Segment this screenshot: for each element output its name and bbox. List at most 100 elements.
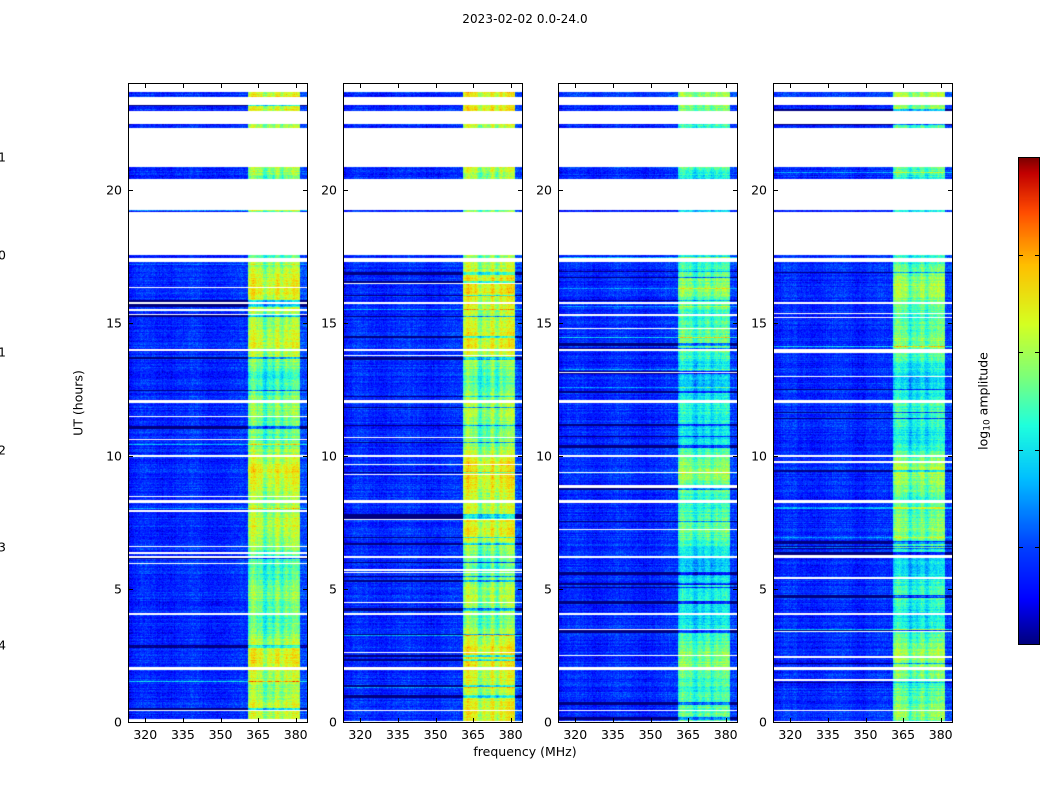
colorbar-tick-label: 1 xyxy=(0,149,6,165)
x-tick-mark xyxy=(145,718,146,722)
colorbar[interactable] xyxy=(1018,157,1040,645)
x-tick-label: 380 xyxy=(498,727,523,742)
y-tick-mark xyxy=(344,589,348,590)
x-tick-mark xyxy=(941,84,942,88)
y-tick-label: 15 xyxy=(106,315,122,331)
y-tick-mark xyxy=(344,456,348,457)
y-tick-label: 5 xyxy=(329,581,337,597)
y-tick-label: 15 xyxy=(751,315,767,331)
colorbar-tick-mark xyxy=(1035,547,1039,549)
x-tick-label: 335 xyxy=(600,727,625,742)
x-tick-mark xyxy=(790,84,791,88)
y-tick-label: 5 xyxy=(759,581,767,597)
y-tick-label: 0 xyxy=(114,714,122,730)
x-tick-mark xyxy=(903,718,904,722)
x-tick-mark xyxy=(183,84,184,88)
y-tick-mark xyxy=(518,456,522,457)
y-tick-mark xyxy=(774,722,778,723)
y-tick-label: 0 xyxy=(329,714,337,730)
x-tick-mark xyxy=(398,718,399,722)
x-tick-label: 380 xyxy=(928,727,953,742)
y-tick-mark xyxy=(559,722,563,723)
spectrum-panel-xy[interactable]: XY, V15*V17=EA28*EA21 xyxy=(558,83,738,723)
colorbar-label: log10 amplitude xyxy=(975,352,992,450)
x-tick-label: 380 xyxy=(283,727,308,742)
y-tick-mark xyxy=(733,589,737,590)
y-tick-mark xyxy=(948,323,952,324)
x-tick-mark xyxy=(145,84,146,88)
colorbar-tick-mark xyxy=(1035,449,1039,451)
x-tick-label: 365 xyxy=(891,727,916,742)
x-tick-mark xyxy=(613,84,614,88)
y-tick-label: 15 xyxy=(321,315,337,331)
colorbar-tick-label: -2 xyxy=(0,442,6,458)
y-tick-mark xyxy=(518,190,522,191)
x-tick-label: 365 xyxy=(461,727,486,742)
x-tick-mark xyxy=(221,84,222,88)
y-tick-mark xyxy=(559,190,563,191)
x-tick-mark xyxy=(183,718,184,722)
x-tick-mark xyxy=(258,84,259,88)
y-tick-mark xyxy=(733,190,737,191)
x-tick-mark xyxy=(828,718,829,722)
y-tick-mark xyxy=(559,589,563,590)
y-tick-mark xyxy=(129,456,133,457)
spectrum-panel-xx[interactable]: XX, V15*V17=EA28*EA21 xyxy=(128,83,308,723)
x-tick-mark xyxy=(575,84,576,88)
y-tick-mark xyxy=(559,456,563,457)
y-tick-mark xyxy=(948,589,952,590)
x-tick-mark xyxy=(613,718,614,722)
y-tick-mark xyxy=(129,722,133,723)
colorbar-label-rest: amplitude xyxy=(975,352,991,420)
x-tick-label: 380 xyxy=(713,727,738,742)
x-tick-mark xyxy=(790,718,791,722)
y-tick-mark xyxy=(948,190,952,191)
colorbar-tick-mark xyxy=(1019,157,1023,158)
x-tick-label: 320 xyxy=(778,727,803,742)
y-tick-mark xyxy=(303,190,307,191)
y-tick-label: 20 xyxy=(106,182,122,198)
y-tick-label: 10 xyxy=(106,448,122,464)
y-tick-label: 10 xyxy=(536,448,552,464)
colorbar-tick-mark xyxy=(1035,254,1039,256)
x-tick-mark xyxy=(726,718,727,722)
x-tick-mark xyxy=(473,84,474,88)
y-tick-mark xyxy=(303,323,307,324)
spectrum-panel-yy[interactable]: YY, V15*V17=EA28*EA21 xyxy=(343,83,523,723)
y-tick-mark xyxy=(733,456,737,457)
y-tick-mark xyxy=(733,323,737,324)
x-tick-label: 320 xyxy=(563,727,588,742)
colorbar-tick-mark xyxy=(1019,352,1023,354)
x-tick-mark xyxy=(828,84,829,88)
y-tick-mark xyxy=(344,190,348,191)
x-tick-label: 335 xyxy=(170,727,195,742)
colorbar-tick-mark xyxy=(1019,449,1023,451)
y-axis-label: UT (hours) xyxy=(70,370,86,436)
x-tick-label: 365 xyxy=(676,727,701,742)
y-tick-label: 20 xyxy=(321,182,337,198)
x-tick-mark xyxy=(511,84,512,88)
colorbar-tick-mark xyxy=(1019,547,1023,549)
y-tick-mark xyxy=(948,722,952,723)
y-tick-mark xyxy=(774,456,778,457)
x-tick-mark xyxy=(436,84,437,88)
x-tick-mark xyxy=(651,718,652,722)
y-tick-label: 0 xyxy=(759,714,767,730)
y-tick-mark xyxy=(344,722,348,723)
y-tick-mark xyxy=(303,589,307,590)
x-tick-label: 335 xyxy=(385,727,410,742)
y-tick-mark xyxy=(129,323,133,324)
x-tick-mark xyxy=(866,84,867,88)
x-tick-label: 350 xyxy=(423,727,448,742)
y-tick-mark xyxy=(948,456,952,457)
x-tick-label: 350 xyxy=(208,727,233,742)
x-tick-mark xyxy=(258,718,259,722)
y-tick-mark xyxy=(774,589,778,590)
y-tick-mark xyxy=(129,589,133,590)
y-tick-mark xyxy=(559,323,563,324)
y-tick-mark xyxy=(774,190,778,191)
x-tick-mark xyxy=(941,718,942,722)
spectrum-panel-yx[interactable]: YX, V15*V17=EA28*EA21 xyxy=(773,83,953,723)
x-tick-label: 350 xyxy=(853,727,878,742)
y-tick-label: 20 xyxy=(751,182,767,198)
